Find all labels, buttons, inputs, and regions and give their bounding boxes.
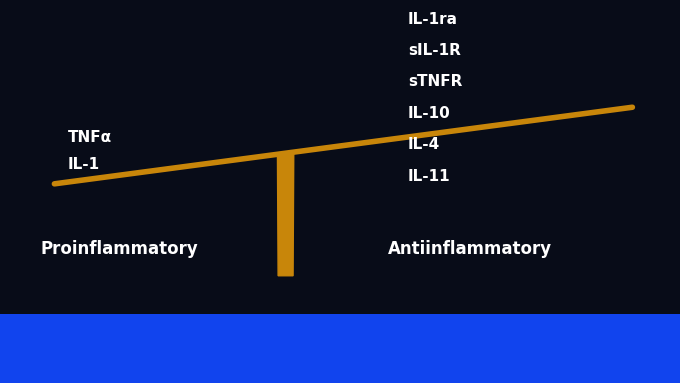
Text: Antiinflammatory: Antiinflammatory: [388, 240, 551, 258]
Bar: [0, 314, 680, 383]
Text: IL-1: IL-1: [68, 157, 100, 172]
Text: IL-10: IL-10: [408, 106, 451, 121]
Polygon shape: [277, 153, 294, 276]
Text: Proinflammatory: Proinflammatory: [41, 240, 199, 258]
Text: TNFα: TNFα: [68, 130, 112, 146]
Text: IL-11: IL-11: [408, 169, 451, 184]
Text: IL-1ra: IL-1ra: [408, 11, 458, 27]
Text: IL-4: IL-4: [408, 137, 440, 152]
Text: sIL-1R: sIL-1R: [408, 43, 461, 58]
Text: sTNFR: sTNFR: [408, 74, 462, 90]
